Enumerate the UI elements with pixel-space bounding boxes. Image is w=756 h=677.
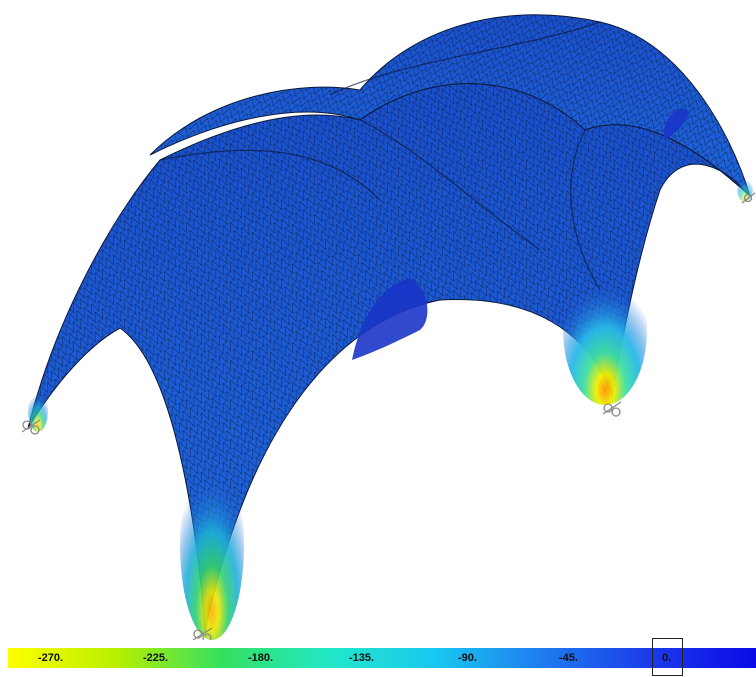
- support-symbol-right[interactable]: [602, 401, 622, 417]
- low-stress-zone-center: [352, 278, 428, 360]
- legend-label-2: -225.: [143, 652, 169, 664]
- legend-label-4: -135.: [349, 652, 375, 664]
- legend-label-5: -90.: [458, 652, 477, 664]
- stress-concentration-right-support: [563, 255, 647, 405]
- color-legend-bar: [8, 648, 756, 668]
- stress-concentration-left-support: [180, 450, 244, 640]
- support-symbol-front[interactable]: [192, 627, 213, 640]
- groin-ridge-lines: [159, 21, 601, 291]
- support-symbol-far-right[interactable]: [741, 192, 756, 204]
- legend-label-1: -270.: [38, 652, 64, 664]
- legend-selection-marker[interactable]: [652, 638, 683, 676]
- shell-vault-model-view[interactable]: [0, 0, 756, 640]
- stress-concentration-far-left-support: [28, 388, 48, 432]
- support-symbol-left[interactable]: [21, 419, 41, 435]
- legend-label-6: -45.: [559, 652, 578, 664]
- low-stress-zone-right: [664, 108, 690, 140]
- legend-label-7: 0.: [662, 652, 672, 664]
- legend-label-3: -180.: [248, 652, 274, 664]
